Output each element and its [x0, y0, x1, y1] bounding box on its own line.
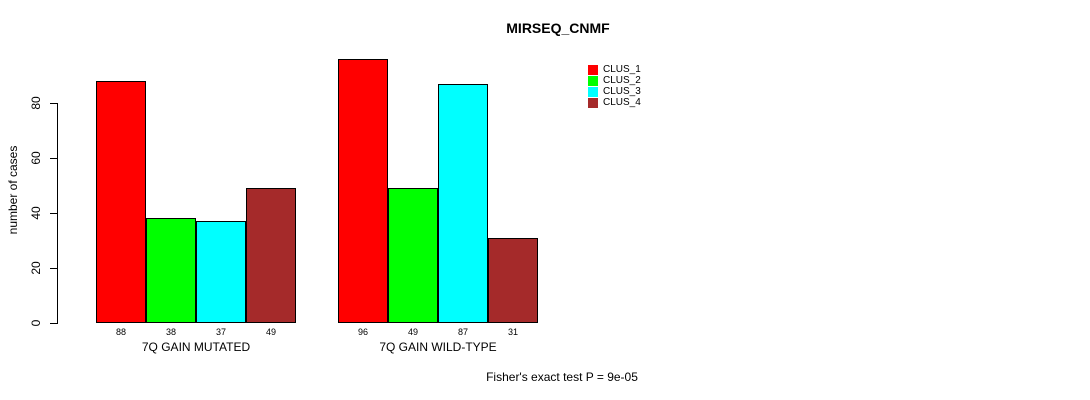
y-tick-label: 40 [29, 206, 43, 220]
bar-clus_1-group2 [338, 59, 388, 323]
group-label: 7Q GAIN MUTATED [141, 340, 251, 354]
bar-clus_3-group2 [438, 84, 488, 323]
legend-label: CLUS_3 [603, 86, 641, 97]
legend: CLUS_1 CLUS_2 CLUS_3 CLUS_4 [588, 64, 641, 108]
legend-swatch-icon [588, 75, 598, 86]
bar-value-label: 38 [165, 327, 177, 337]
y-axis-tick [50, 268, 57, 269]
legend-item-clus_3: CLUS_3 [588, 86, 641, 97]
annotation-fisher-test: Fisher's exact test P = 9e-05 [486, 370, 638, 384]
bar-clus_3-group1 [196, 221, 246, 323]
bar-value-label: 49 [407, 327, 419, 337]
legend-swatch-icon [588, 86, 598, 97]
bar-value-label: 37 [215, 327, 227, 337]
legend-item-clus_2: CLUS_2 [588, 75, 641, 86]
bar-clus_4-group2 [488, 238, 538, 323]
bar-value-label: 87 [457, 327, 469, 337]
legend-swatch-icon [588, 64, 598, 75]
legend-label: CLUS_2 [603, 75, 641, 86]
legend-item-clus_1: CLUS_1 [588, 64, 641, 75]
bar-value-label: 88 [115, 327, 127, 337]
y-axis-tick [50, 103, 57, 104]
bar-value-label: 49 [265, 327, 277, 337]
bar-value-label: 96 [357, 327, 369, 337]
bar-clus_1-group1 [96, 81, 146, 323]
legend-item-clus_4: CLUS_4 [588, 97, 641, 108]
y-axis-tick [50, 323, 57, 324]
group-label: 7Q GAIN WILD-TYPE [379, 340, 497, 354]
y-axis-tick [50, 213, 57, 214]
y-tick-label: 0 [29, 319, 43, 327]
y-axis-line [57, 103, 58, 324]
bar-clus_2-group1 [146, 218, 196, 323]
y-tick-label: 60 [29, 151, 43, 165]
bar-clus_4-group1 [246, 188, 296, 323]
legend-label: CLUS_4 [603, 97, 641, 108]
chart-title: MIRSEQ_CNMF [506, 20, 610, 36]
y-tick-label: 20 [29, 261, 43, 275]
y-tick-label: 80 [29, 96, 43, 110]
bar-clus_2-group2 [388, 188, 438, 323]
y-axis-tick [50, 158, 57, 159]
legend-swatch-icon [588, 97, 598, 108]
legend-label: CLUS_1 [603, 64, 641, 75]
bar-value-label: 31 [507, 327, 519, 337]
